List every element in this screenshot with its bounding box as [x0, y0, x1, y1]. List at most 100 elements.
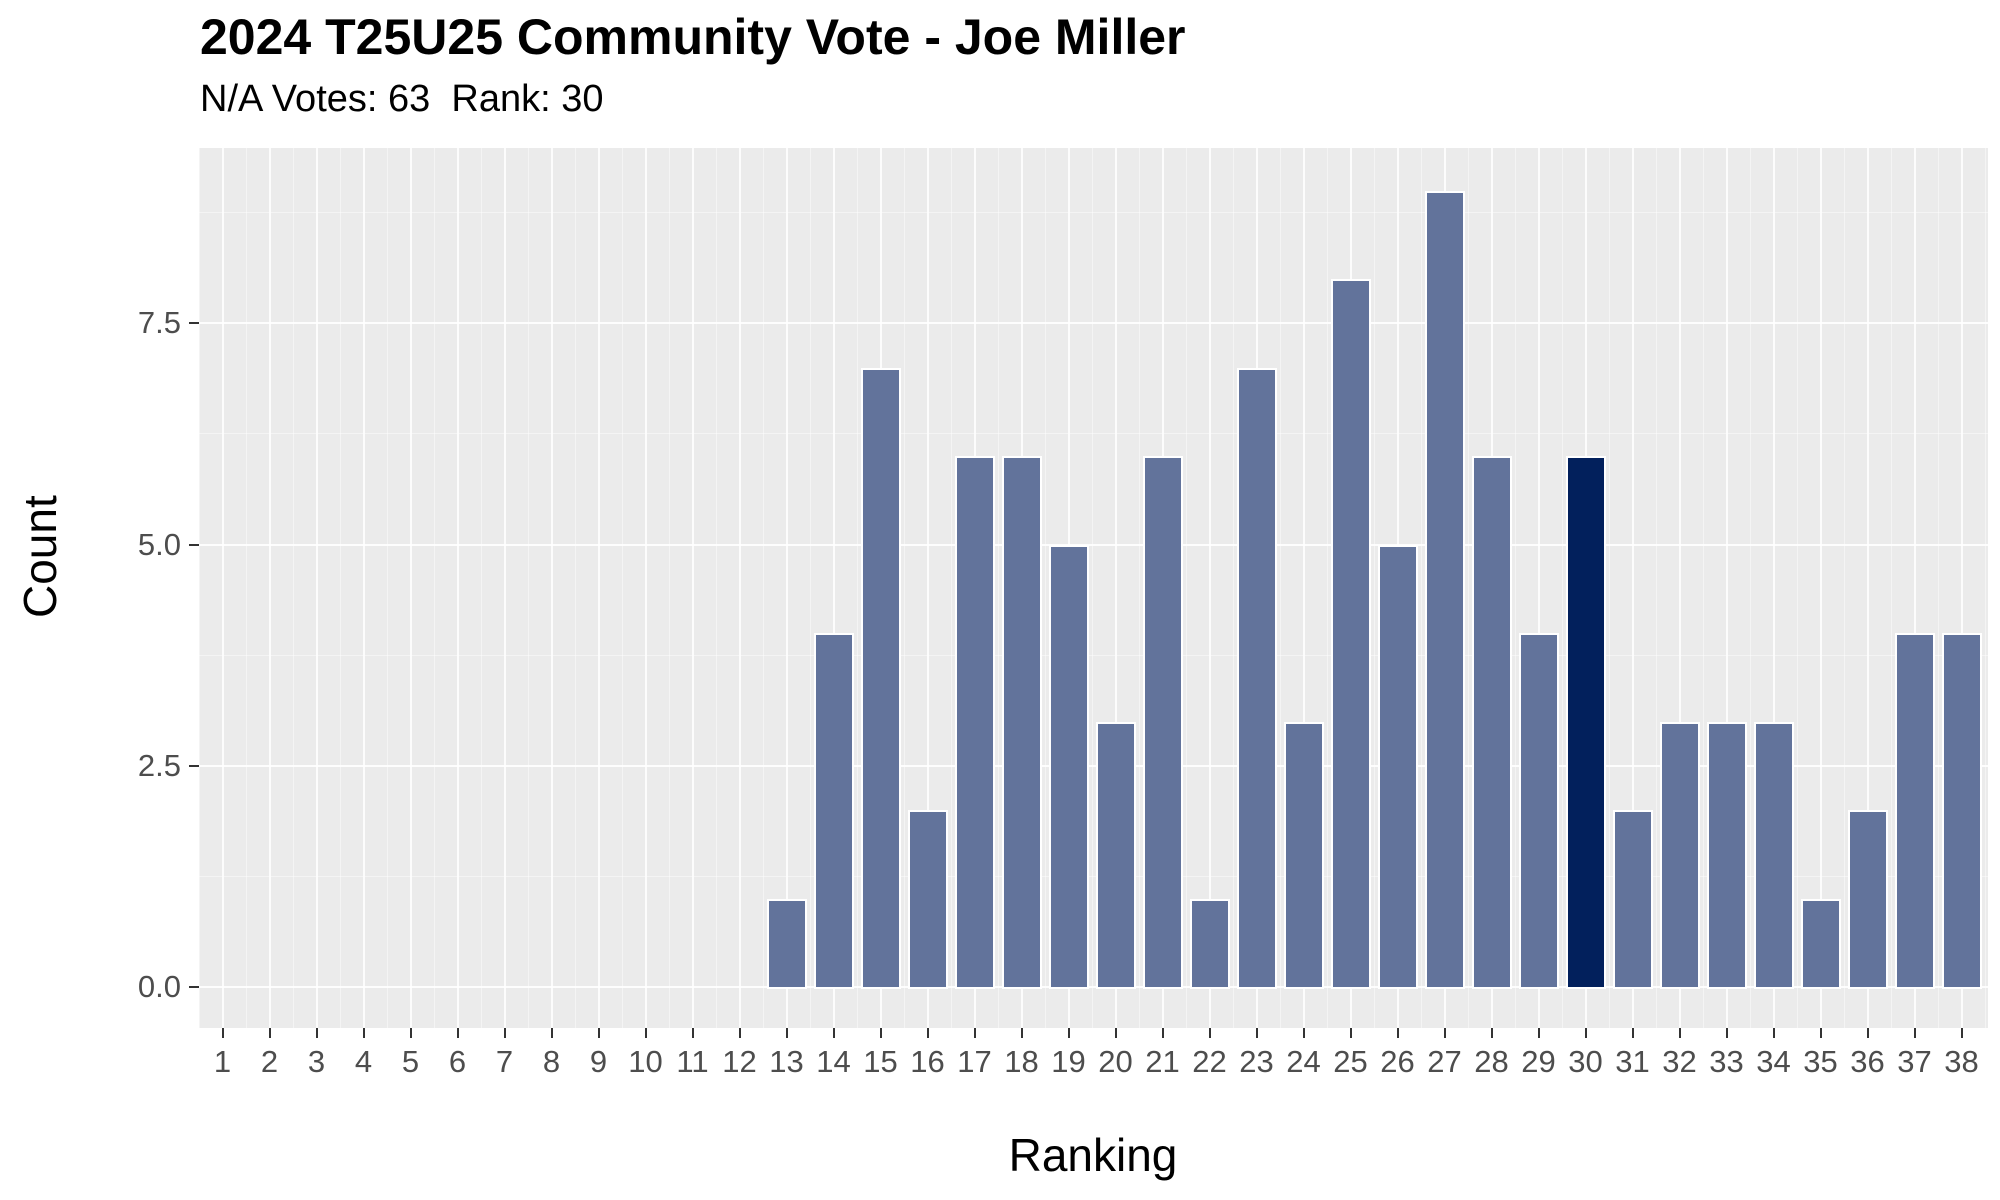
x-tick — [1960, 1028, 1963, 1038]
x-tick — [691, 1028, 694, 1038]
bar — [1612, 810, 1653, 989]
x-tick — [1208, 1028, 1211, 1038]
x-tick-label: 15 — [863, 1044, 898, 1079]
grid-minor-v — [339, 148, 341, 1028]
grid-minor-v — [574, 148, 576, 1028]
grid-major-v — [1114, 148, 1117, 1028]
bar — [1424, 190, 1465, 989]
x-tick-label: 14 — [816, 1044, 851, 1079]
bar — [1659, 721, 1700, 989]
bar — [1518, 633, 1559, 989]
grid-major-v — [1819, 148, 1822, 1028]
grid-minor-v — [245, 148, 247, 1028]
grid-minor-v — [1702, 148, 1704, 1028]
x-tick-label: 31 — [1615, 1044, 1650, 1079]
grid-minor-v — [1185, 148, 1187, 1028]
grid-major-v — [315, 148, 318, 1028]
grid-minor-v — [1279, 148, 1281, 1028]
grid-major-v — [456, 148, 459, 1028]
bar-highlighted — [1565, 456, 1606, 989]
grid-major-v — [1866, 148, 1869, 1028]
x-tick-label: 4 — [354, 1044, 373, 1079]
x-tick — [550, 1028, 553, 1038]
grid-major-v — [550, 148, 553, 1028]
x-tick-label: 1 — [213, 1044, 232, 1079]
x-tick — [1866, 1028, 1869, 1038]
grid-minor-v — [903, 148, 905, 1028]
x-tick — [456, 1028, 459, 1038]
x-tick — [315, 1028, 318, 1038]
grid-major-v — [785, 148, 788, 1028]
grid-minor-v — [1655, 148, 1657, 1028]
x-tick — [973, 1028, 976, 1038]
grid-minor-v — [1561, 148, 1563, 1028]
x-tick — [1161, 1028, 1164, 1038]
grid-minor-v — [1326, 148, 1328, 1028]
bar — [813, 633, 854, 989]
grid-major-v — [644, 148, 647, 1028]
x-tick — [409, 1028, 412, 1038]
grid-major-v — [1631, 148, 1634, 1028]
x-tick — [832, 1028, 835, 1038]
grid-major-v — [1537, 148, 1540, 1028]
y-tick-label: 5.0 — [137, 526, 181, 562]
bar — [954, 456, 995, 989]
grid-minor-v — [1984, 148, 1986, 1028]
x-tick — [926, 1028, 929, 1038]
grid-major-v — [1208, 148, 1211, 1028]
x-tick-label: 12 — [722, 1044, 757, 1079]
grid-major-v — [1725, 148, 1728, 1028]
grid-minor-v — [1138, 148, 1140, 1028]
bar — [1471, 456, 1512, 989]
grid-minor-v — [997, 148, 999, 1028]
grid-minor-v — [668, 148, 670, 1028]
bar — [1800, 898, 1841, 989]
x-tick-label: 25 — [1333, 1044, 1368, 1079]
grid-major-h — [199, 322, 1988, 325]
grid-minor-v — [1044, 148, 1046, 1028]
grid-major-v — [409, 148, 412, 1028]
grid-minor-v — [292, 148, 294, 1028]
x-tick-label: 19 — [1051, 1044, 1086, 1079]
y-tick-label: 7.5 — [137, 305, 181, 341]
grid-major-h — [199, 986, 1988, 988]
grid-minor-v — [1373, 148, 1375, 1028]
bar — [1894, 633, 1935, 989]
x-tick-label: 13 — [769, 1044, 804, 1079]
grid-major-v — [1302, 148, 1305, 1028]
y-tick-label: 0.0 — [137, 969, 181, 1004]
grid-minor-v — [809, 148, 811, 1028]
bar — [1095, 721, 1136, 989]
grid-major-v — [221, 148, 224, 1028]
x-tick — [1302, 1028, 1305, 1038]
x-tick — [1913, 1028, 1916, 1038]
grid-minor-v — [199, 148, 200, 1028]
x-tick-label: 8 — [542, 1044, 561, 1079]
grid-major-v — [268, 148, 271, 1028]
grid-major-v — [1678, 148, 1681, 1028]
y-tick — [189, 322, 199, 325]
x-tick — [1537, 1028, 1540, 1038]
x-tick-label: 9 — [589, 1044, 608, 1079]
grid-major-v — [597, 148, 600, 1028]
bar — [1236, 367, 1277, 989]
x-tick — [503, 1028, 506, 1038]
bar — [1941, 633, 1982, 989]
bar — [907, 810, 948, 989]
x-tick-label: 37 — [1897, 1044, 1932, 1079]
bar — [1001, 456, 1042, 989]
x-tick-label: 26 — [1380, 1044, 1415, 1079]
x-tick-label: 2 — [260, 1044, 279, 1079]
bar — [1142, 456, 1183, 989]
x-tick — [1725, 1028, 1728, 1038]
plot-panel — [199, 148, 1988, 1028]
x-tick — [597, 1028, 600, 1038]
y-tick-label: 2.5 — [137, 747, 181, 783]
x-tick-label: 5 — [401, 1044, 420, 1079]
grid-major-v — [738, 148, 741, 1028]
grid-major-v — [1960, 148, 1963, 1028]
x-tick-label: 17 — [957, 1044, 992, 1079]
chart-subtitle: N/A Votes: 63 Rank: 30 — [200, 78, 604, 120]
grid-minor-v — [1467, 148, 1469, 1028]
